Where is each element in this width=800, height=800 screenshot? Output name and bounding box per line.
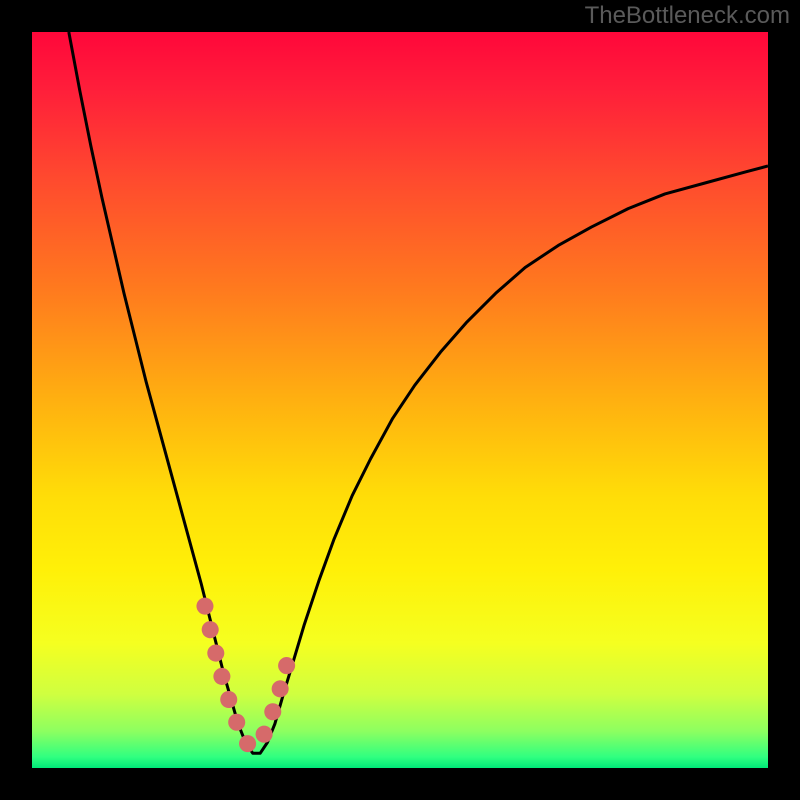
watermark-text: TheBottleneck.com (585, 2, 790, 30)
bottleneck-curve (69, 32, 768, 753)
valley-marker (205, 606, 292, 746)
stage: TheBottleneck.com (0, 0, 800, 800)
curve-layer (32, 32, 768, 768)
plot-area (32, 32, 768, 768)
